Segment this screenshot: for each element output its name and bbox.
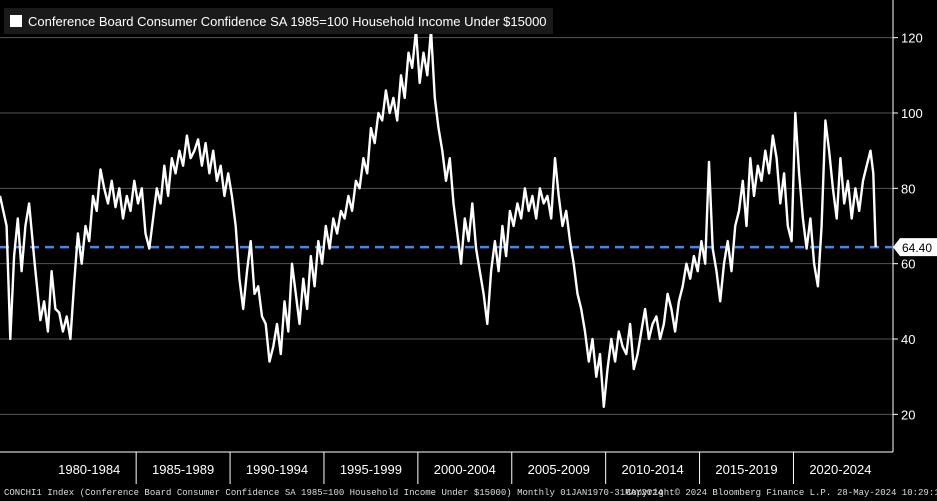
series-line (0, 28, 877, 408)
legend: Conference Board Consumer Confidence SA … (4, 8, 553, 34)
x-tick-label: 2000-2004 (434, 462, 496, 477)
x-tick-label: 2020-2024 (809, 462, 871, 477)
legend-label: Conference Board Consumer Confidence SA … (28, 13, 547, 29)
grid-lines (0, 37, 893, 415)
footer: CONCHI1 Index (Conference Board Consumer… (0, 484, 937, 501)
y-tick-label: 120 (901, 31, 923, 46)
x-tick-label: 1990-1994 (246, 462, 308, 477)
x-tick-label: 2010-2014 (622, 462, 684, 477)
last-value-label: 64.40 (902, 241, 932, 255)
footer-ticker: CONCHI1 Index (Conference Board Consumer… (4, 488, 663, 498)
y-tick-label: 60 (901, 257, 915, 272)
x-axis: 1980-1984 1985-1989 1990-1994 1995-1999 2000… (0, 451, 893, 484)
chart-area: 20 40 60 80 100 120 1980-1984 1985-1989 1990-19… (0, 0, 937, 484)
y-axis: 20 40 60 80 100 120 (892, 0, 923, 452)
legend-swatch (10, 15, 22, 27)
x-tick-label: 1985-1989 (152, 462, 214, 477)
x-tick-label: 2005-2009 (528, 462, 590, 477)
last-value-tag: 64.40 (893, 238, 937, 257)
y-tick-label: 20 (901, 407, 915, 422)
y-tick-label: 100 (901, 106, 923, 121)
footer-copyright: Copyright© 2024 Bloomberg Finance L.P. (626, 488, 832, 498)
y-tick-label: 40 (901, 332, 915, 347)
footer-timestamp: 28-May-2024 10:29:19 (837, 488, 937, 498)
x-tick-label: 2015-2019 (715, 462, 777, 477)
y-tick-label: 80 (901, 181, 915, 196)
x-tick-label: 1980-1984 (58, 462, 120, 477)
x-tick-label: 1995-1999 (340, 462, 402, 477)
